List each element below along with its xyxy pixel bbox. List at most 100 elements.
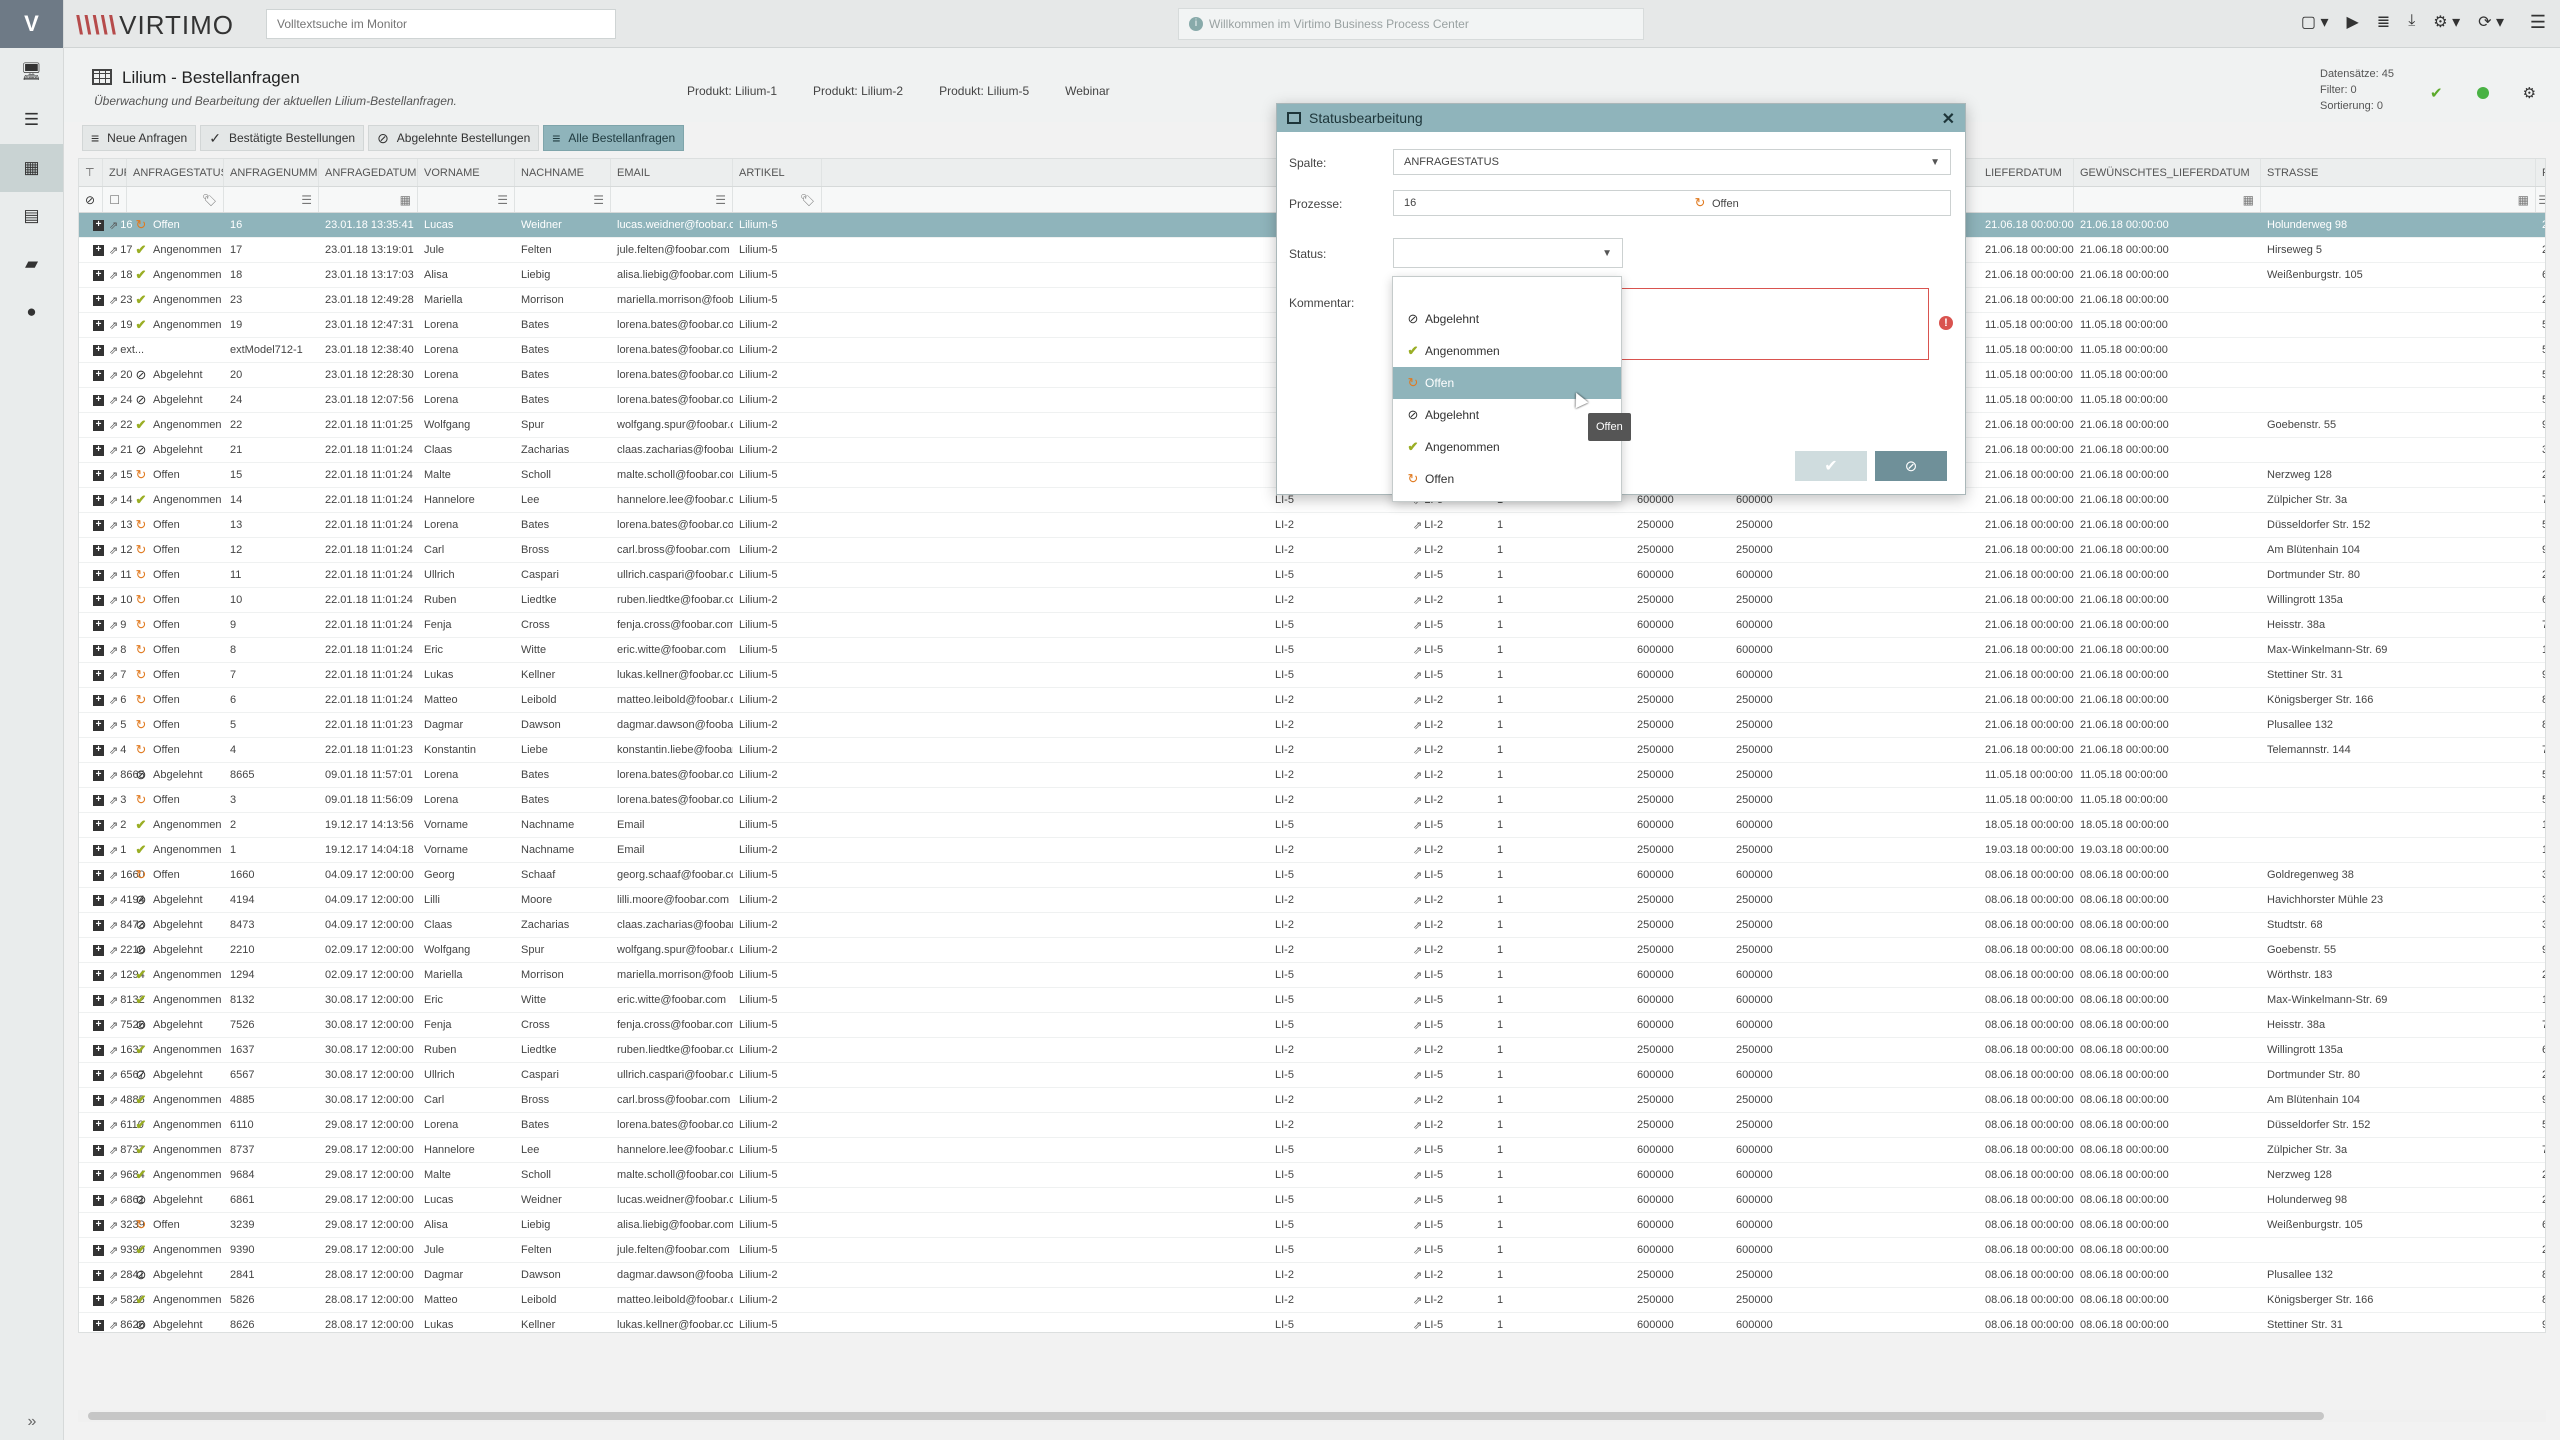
table-cell[interactable]: ⇗ 1294 bbox=[103, 963, 168, 987]
external-link-icon[interactable]: ⇗ bbox=[109, 494, 119, 507]
external-link-icon[interactable]: ⇗ bbox=[109, 694, 119, 707]
external-link-icon[interactable]: ⇗ bbox=[109, 1244, 119, 1257]
plus-icon[interactable]: + bbox=[93, 644, 104, 656]
expand-row-icon[interactable]: + bbox=[87, 1138, 107, 1162]
expand-row-icon[interactable]: + bbox=[87, 788, 107, 812]
table-row[interactable]: + ⇗ 4 ↻ Offen 4 22.01.18 11:01:23 Konstantin Lie… bbox=[79, 738, 2545, 763]
table-cell[interactable]: ⇗ 5826 bbox=[103, 1288, 168, 1312]
plus-icon[interactable]: + bbox=[93, 844, 104, 856]
table-cell[interactable]: ⇗ 4 bbox=[103, 738, 168, 762]
expand-row-icon[interactable]: + bbox=[87, 488, 107, 512]
filter-icon[interactable]: ☰ bbox=[301, 192, 312, 207]
table-cell[interactable]: ⇗ 10 bbox=[103, 588, 168, 612]
table-cell[interactable]: ⇗ 8737 bbox=[103, 1138, 168, 1162]
table-cell[interactable]: ⇗ 1 bbox=[103, 838, 168, 862]
external-link-icon[interactable]: ⇗ bbox=[109, 844, 119, 857]
table-cell[interactable]: ⇗ 18 bbox=[103, 263, 168, 287]
filter-icon[interactable]: ☰ bbox=[593, 192, 604, 207]
expand-row-icon[interactable]: + bbox=[87, 388, 107, 412]
product-link[interactable]: Produkt: Lilium-5 bbox=[939, 84, 1030, 98]
external-link-icon[interactable]: ⇗ bbox=[1413, 569, 1423, 582]
external-link-icon[interactable]: ⇗ bbox=[109, 894, 119, 907]
spalte-select[interactable]: ANFRAGESTATUS ▼ bbox=[1393, 149, 1951, 175]
horizontal-scrollbar[interactable] bbox=[78, 1410, 2546, 1422]
table-cell[interactable]: ⇗ 9 bbox=[103, 613, 168, 637]
table-cell[interactable]: ⇗ 17 bbox=[103, 238, 168, 262]
table-row[interactable]: + ⇗ 3239 ↻ Offen 3239 29.08.17 12:00:00 Alisa Li… bbox=[79, 1213, 2545, 1238]
expand-row-icon[interactable]: + bbox=[87, 413, 107, 437]
table-row[interactable]: + ⇗ 6567 ⊘ Abgelehnt 6567 30.08.17 12:00:00 Ull… bbox=[79, 1063, 2545, 1088]
filter-toggle-icon[interactable]: ⊤ bbox=[79, 159, 103, 186]
expand-row-icon[interactable]: + bbox=[87, 663, 107, 687]
column-header[interactable]: STRASSE bbox=[2261, 159, 2536, 186]
external-link-icon[interactable]: ⇗ bbox=[109, 769, 119, 782]
expand-row-icon[interactable]: + bbox=[87, 1163, 107, 1187]
table-cell[interactable]: ⇗ 6567 bbox=[103, 1063, 168, 1087]
table-cell[interactable]: ⇗ 5 bbox=[103, 713, 168, 737]
table-cell[interactable]: ⇗ 21 bbox=[103, 438, 168, 462]
table-cell[interactable]: ⇗ 15 bbox=[103, 463, 168, 487]
external-link-icon[interactable]: ⇗ bbox=[1413, 769, 1423, 782]
external-link-icon[interactable]: ⇗ bbox=[1413, 644, 1423, 657]
external-link-icon[interactable]: ⇗ bbox=[109, 319, 119, 332]
plus-icon[interactable]: + bbox=[93, 1194, 104, 1206]
table-row[interactable]: + ⇗ 6 ↻ Offen 6 22.01.18 11:01:24 Matteo Leibold… bbox=[79, 688, 2545, 713]
table-row[interactable]: + ⇗ 1660 ↻ Offen 1660 04.09.17 12:00:00 Georg Sc… bbox=[79, 863, 2545, 888]
app-logo[interactable]: V bbox=[0, 0, 63, 48]
column-header[interactable]: PL bbox=[2536, 159, 2545, 186]
table-row[interactable]: + ⇗ 8737 ✔ Angenommen 8737 29.08.17 12:00:00 Ha… bbox=[79, 1138, 2545, 1163]
external-link-icon[interactable]: ⇗ bbox=[109, 594, 119, 607]
external-link-icon[interactable]: ⇗ bbox=[109, 294, 119, 307]
expand-row-icon[interactable]: + bbox=[87, 238, 107, 262]
plus-icon[interactable]: + bbox=[93, 869, 104, 881]
refresh-icon[interactable]: ⟳ ▾ bbox=[2478, 14, 2504, 31]
column-filter[interactable]: ▦ bbox=[2074, 187, 2261, 212]
column-header[interactable]: LIEFERDATUM bbox=[1979, 159, 2074, 186]
external-link-icon[interactable]: ⇗ bbox=[109, 1294, 119, 1307]
expand-row-icon[interactable]: + bbox=[87, 588, 107, 612]
external-link-icon[interactable]: ⇗ bbox=[1413, 1244, 1423, 1257]
plus-icon[interactable]: + bbox=[93, 1169, 104, 1181]
table-cell[interactable]: ⇗ 7 bbox=[103, 663, 168, 687]
column-filter[interactable]: ☰ bbox=[418, 187, 515, 212]
plus-icon[interactable]: + bbox=[93, 369, 104, 381]
kommentar-textarea[interactable] bbox=[1579, 288, 1929, 360]
expand-row-icon[interactable]: + bbox=[87, 563, 107, 587]
filter-icon[interactable]: ☰ bbox=[2538, 193, 2545, 207]
expand-row-icon[interactable]: + bbox=[87, 863, 107, 887]
table-cell[interactable]: ⇗ 6110 bbox=[103, 1113, 168, 1137]
table-cell[interactable]: ⇗ 4885 bbox=[103, 1088, 168, 1112]
expand-row-icon[interactable]: + bbox=[87, 613, 107, 637]
table-row[interactable]: + ⇗ 12 ↻ Offen 12 22.01.18 11:01:24 Carl Bross ca… bbox=[79, 538, 2545, 563]
filter-icon[interactable]: 🏷 bbox=[799, 192, 815, 207]
table-cell[interactable]: ⇗ 1660 bbox=[103, 863, 168, 887]
external-link-icon[interactable]: ⇗ bbox=[109, 794, 119, 807]
column-header[interactable]: ANFRAGEDATUM bbox=[319, 159, 418, 186]
external-link-icon[interactable]: ⇗ bbox=[109, 1019, 119, 1032]
column-filter[interactable]: ☰ bbox=[611, 187, 733, 212]
plus-icon[interactable]: + bbox=[93, 469, 104, 481]
table-cell[interactable]: ⇗ 2 bbox=[103, 813, 168, 837]
external-link-icon[interactable]: ⇗ bbox=[1413, 1019, 1423, 1032]
table-cell[interactable]: ⇗ 23 bbox=[103, 288, 168, 312]
table-row[interactable]: + ⇗ 9 ↻ Offen 9 22.01.18 11:01:24 Fenja Cross fen… bbox=[79, 613, 2545, 638]
plus-icon[interactable]: + bbox=[93, 444, 104, 456]
external-link-icon[interactable]: ⇗ bbox=[1413, 1169, 1423, 1182]
plus-icon[interactable]: + bbox=[93, 919, 104, 931]
expand-row-icon[interactable]: + bbox=[87, 263, 107, 287]
external-link-icon[interactable]: ⇗ bbox=[1413, 1319, 1423, 1332]
external-link-icon[interactable]: ⇗ bbox=[1413, 944, 1423, 957]
expand-row-icon[interactable]: + bbox=[87, 913, 107, 937]
plus-icon[interactable]: + bbox=[93, 219, 104, 231]
external-link-icon[interactable]: ⇗ bbox=[1413, 994, 1423, 1007]
expand-row-icon[interactable]: + bbox=[87, 363, 107, 387]
external-link-icon[interactable]: ⇗ bbox=[1413, 919, 1423, 932]
tab-neue-anfragen[interactable]: ≡ Neue Anfragen bbox=[82, 125, 197, 151]
status-option[interactable]: ↻ Offen bbox=[1393, 367, 1621, 399]
plus-icon[interactable]: + bbox=[93, 819, 104, 831]
external-link-icon[interactable]: ⇗ bbox=[109, 544, 119, 557]
product-link[interactable]: Produkt: Lilium-1 bbox=[687, 84, 778, 98]
status-option[interactable]: ⊘ Abgelehnt bbox=[1393, 303, 1621, 335]
status-option[interactable]: ✔ Angenommen bbox=[1393, 431, 1621, 463]
settings-icon[interactable]: ⚙ ▾ bbox=[2433, 14, 2461, 31]
